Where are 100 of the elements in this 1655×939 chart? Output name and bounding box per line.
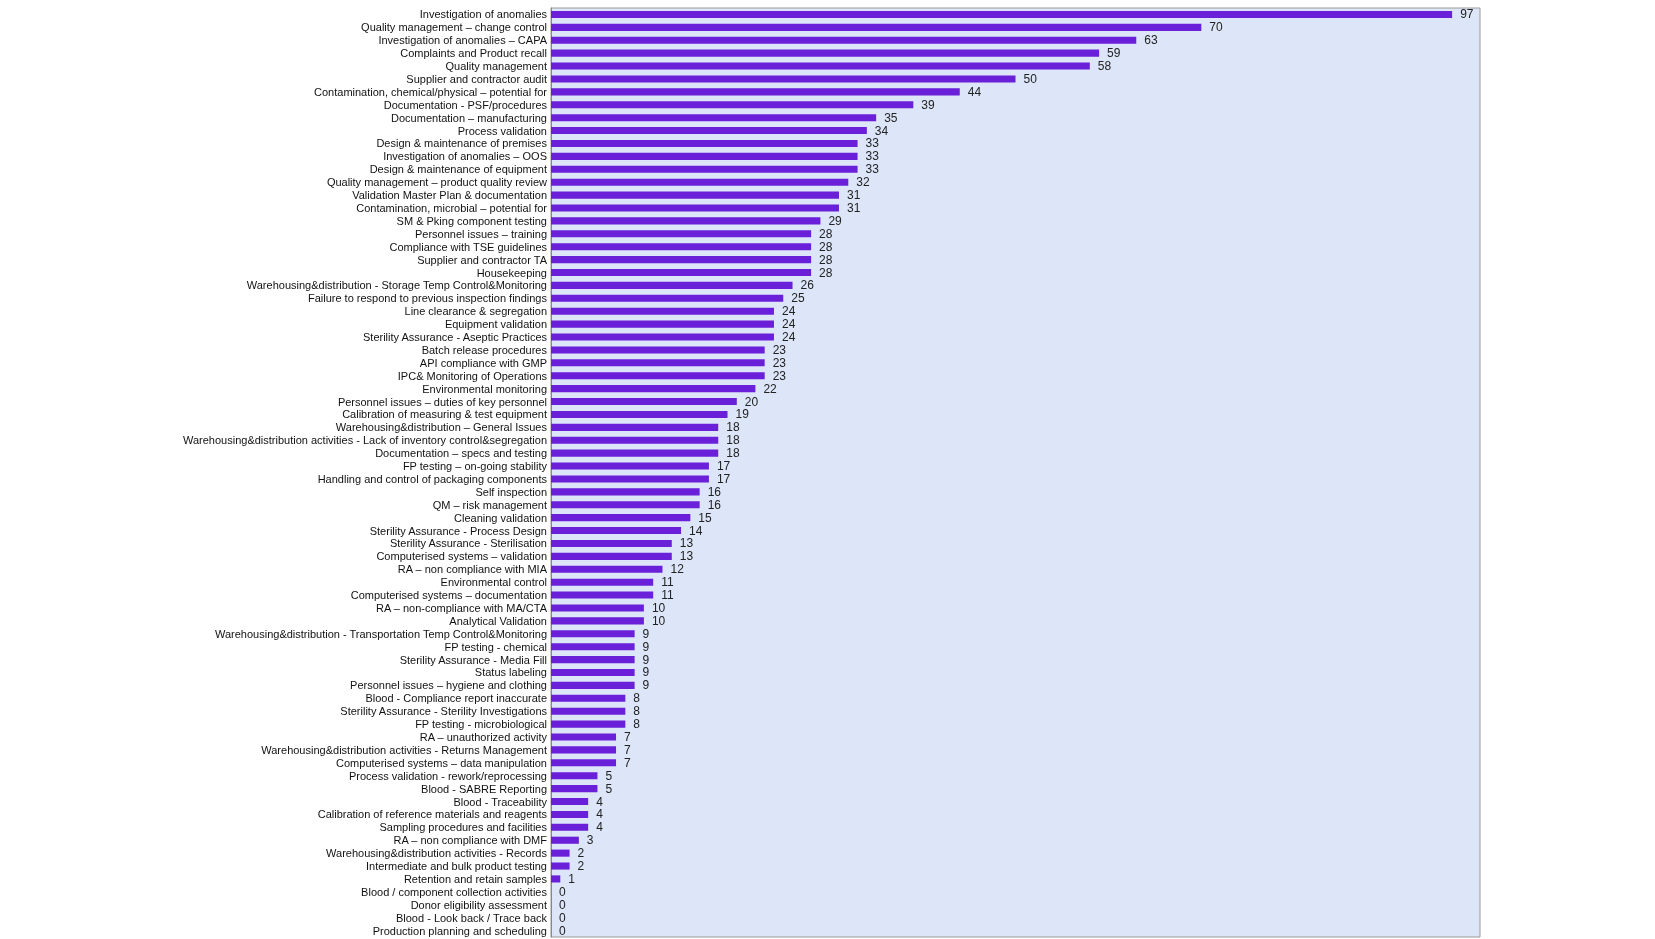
- y-tick-label: Warehousing&distribution activities - Returns Management: [261, 743, 547, 756]
- bar: [551, 88, 960, 96]
- data-label: 28: [819, 226, 833, 241]
- bar: [551, 281, 793, 289]
- y-tick-label: Design & maintenance of premises: [376, 137, 548, 150]
- y-tick-label: Sterility Assurance - Sterilisation: [389, 537, 547, 550]
- bar: [551, 617, 644, 625]
- y-tick-label: SM & Pking component testing: [396, 214, 547, 227]
- data-label: 1: [568, 871, 576, 886]
- data-label: 24: [781, 317, 796, 332]
- data-label: 12: [670, 562, 685, 577]
- y-tick-label: Process validation - rework/reprocessing: [348, 769, 547, 782]
- bar: [551, 230, 812, 238]
- data-label: 25: [791, 291, 805, 306]
- data-label: 0: [559, 910, 566, 925]
- y-tick-label: Sterility Assurance - Media Fill: [399, 653, 547, 666]
- y-tick-label: Investigation of anomalies – OOS: [383, 150, 547, 163]
- data-label: 97: [1460, 7, 1474, 22]
- data-label: 24: [781, 330, 796, 345]
- y-tick-label: Intermediate and bulk product testing: [365, 860, 547, 873]
- bar: [551, 643, 635, 651]
- bar: [551, 772, 598, 780]
- y-tick-label: Computerised systems – documentation: [350, 589, 547, 602]
- y-tick-label: QM – risk management: [432, 498, 547, 511]
- y-tick-label: Blood - SABRE Reporting: [421, 782, 547, 795]
- data-label: 10: [651, 613, 666, 628]
- bar: [551, 178, 849, 186]
- bar: [551, 849, 570, 857]
- y-tick-label: Retention and retain samples: [403, 872, 548, 885]
- data-label: 9: [642, 652, 650, 667]
- bar: [551, 656, 635, 664]
- bar: [551, 10, 1453, 18]
- data-label: 0: [559, 923, 566, 938]
- y-tick-label: Supplier and contractor TA: [417, 253, 548, 266]
- bar: [551, 875, 561, 883]
- data-label: 34: [874, 123, 889, 138]
- data-label: 24: [781, 304, 796, 319]
- bar: [551, 268, 812, 277]
- y-tick-label: Documentation – manufacturing: [391, 111, 547, 124]
- data-label: 33: [865, 162, 880, 177]
- bar: [551, 604, 644, 612]
- data-label: 9: [642, 678, 650, 693]
- data-label: 8: [633, 717, 641, 732]
- data-label: 14: [689, 523, 703, 538]
- bar: [551, 746, 617, 754]
- y-tick-label: Blood - Compliance report inaccurate: [365, 692, 547, 705]
- bar: [551, 62, 1090, 70]
- y-tick-label: RA – non compliance with MIA: [397, 563, 548, 576]
- bar: [551, 101, 914, 109]
- data-label: 10: [651, 600, 666, 615]
- y-tick-label: RA – non-compliance with MA/CTA: [376, 601, 548, 614]
- y-tick-label: Computerised systems – data manipulation: [336, 756, 547, 769]
- y-tick-label: Status labeling: [474, 666, 547, 679]
- y-tick-label: Complaints and Product recall: [400, 47, 547, 60]
- data-label: 70: [1209, 20, 1223, 35]
- y-tick-label: Design & maintenance of equipment: [369, 163, 547, 176]
- bar: [551, 514, 691, 522]
- y-tick-label: Investigation of anomalies – CAPA: [378, 34, 548, 47]
- data-label: 33: [865, 149, 880, 164]
- data-label: 28: [819, 239, 833, 254]
- data-label: 19: [735, 407, 750, 422]
- bar: [551, 694, 626, 702]
- data-label: 9: [642, 626, 650, 641]
- data-label: 32: [856, 175, 870, 190]
- y-tick-label: Supplier and contractor audit: [406, 72, 547, 85]
- y-tick-label: Warehousing&distribution - Transportation Temp Control&Monitoring: [215, 627, 547, 640]
- y-tick-label: Handling and control of packaging components: [317, 472, 548, 485]
- bar: [551, 552, 672, 560]
- y-tick-label: FP testing - chemical: [444, 640, 547, 653]
- bar: [551, 810, 589, 818]
- bar: [551, 630, 635, 638]
- data-label: 7: [624, 730, 632, 745]
- data-label: 9: [642, 665, 650, 680]
- bar: [551, 733, 617, 741]
- data-label: 33: [865, 136, 880, 151]
- bar: [551, 397, 737, 406]
- y-tick-label: API compliance with GMP: [419, 356, 547, 369]
- bar: [551, 501, 700, 509]
- bar: [551, 191, 839, 199]
- data-label: 4: [596, 794, 604, 809]
- data-label: 3: [586, 833, 594, 848]
- data-label: 5: [605, 768, 613, 783]
- data-label: 35: [884, 110, 898, 125]
- bar: [551, 165, 858, 173]
- bar: [551, 759, 617, 767]
- bar: [551, 372, 765, 380]
- y-tick-label: Personnel issues – duties of key personnel: [337, 395, 547, 408]
- data-label: 17: [716, 459, 731, 474]
- bar: [551, 436, 719, 444]
- bar: [551, 423, 719, 431]
- y-tick-label: Documentation - PSF/procedures: [383, 98, 548, 111]
- bar: [551, 836, 579, 844]
- data-label: 15: [698, 510, 713, 525]
- bar: [551, 127, 867, 135]
- data-label: 0: [559, 884, 566, 899]
- y-tick-label: RA – unauthorized activity: [419, 731, 548, 744]
- y-tick-label: Failure to respond to previous inspection findings: [307, 292, 548, 305]
- bar: [551, 36, 1137, 44]
- y-tick-label: Documentation – specs and testing: [375, 447, 547, 460]
- bar: [551, 539, 672, 548]
